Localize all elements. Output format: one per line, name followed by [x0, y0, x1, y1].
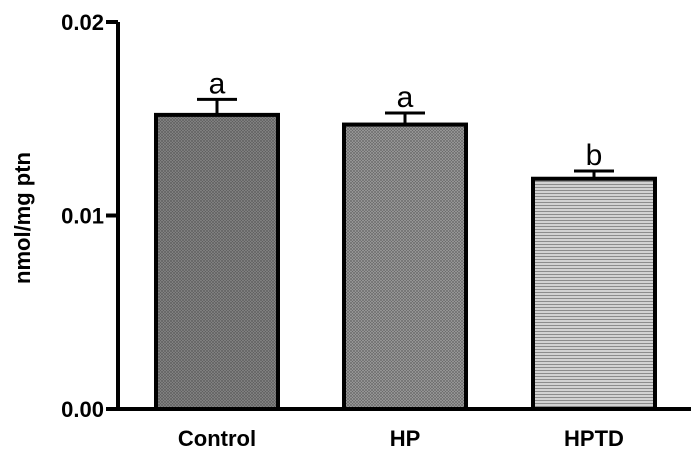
y-tick-label: 0.02	[61, 10, 104, 35]
error-bars-layer	[197, 97, 614, 179]
x-category-labels: Control HP HPTD	[178, 426, 624, 451]
y-tick-label: 0.01	[61, 204, 104, 229]
bar-hp	[342, 122, 468, 412]
significance-label-hptd: b	[586, 139, 603, 172]
x-category-label-hp: HP	[390, 426, 421, 451]
bar-control	[154, 112, 280, 411]
y-axis-label: nmol/mg ptn	[10, 152, 35, 284]
x-category-label-hptd: HPTD	[564, 426, 624, 451]
bar-hptd	[531, 176, 657, 411]
significance-label-control: a	[209, 67, 226, 100]
y-tick-label: 0.00	[61, 397, 104, 422]
y-ticks: 0.00 0.01 0.02	[61, 10, 118, 422]
significance-labels-layer: a a b	[209, 67, 603, 172]
x-category-label-control: Control	[178, 426, 256, 451]
bars-layer	[154, 112, 657, 412]
significance-label-hp: a	[397, 81, 414, 114]
